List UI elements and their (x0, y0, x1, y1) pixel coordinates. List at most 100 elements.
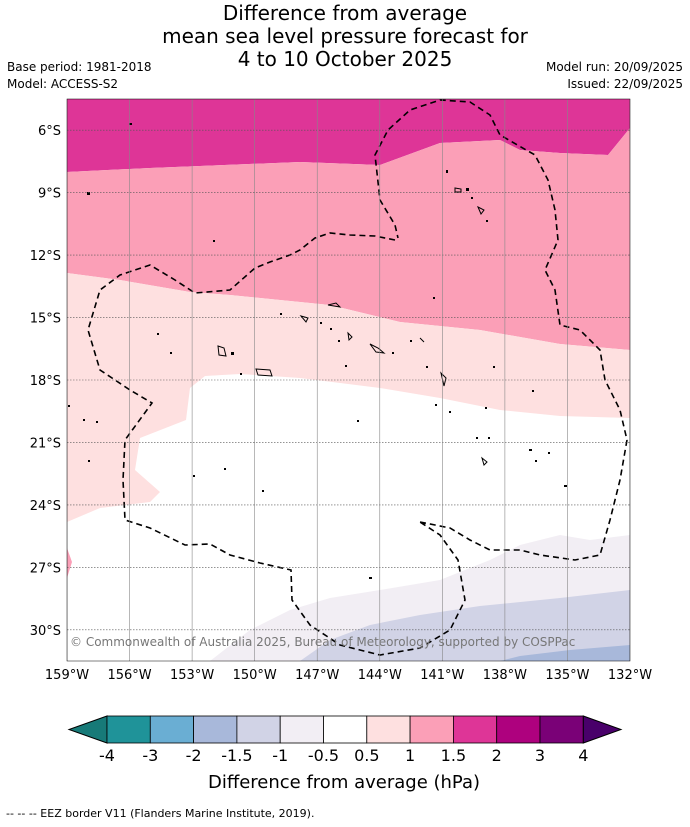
island-dot (213, 240, 215, 242)
island-dots (68, 123, 567, 579)
island-dot (262, 490, 264, 492)
lon-tick-label: 147°W (295, 668, 339, 683)
island-shape (419, 337, 425, 343)
island-dot (96, 421, 98, 423)
colorbar-title: Difference from average (hPa) (208, 772, 480, 793)
lon-tick-label: 132°W (608, 668, 652, 683)
colorbar-cell (149, 715, 195, 744)
map-plot-area: © Commonwealth of Australia 2025, Bureau… (67, 99, 630, 661)
lon-tick-label: 138°W (483, 668, 527, 683)
colorbar-cell (452, 715, 498, 744)
island-dot (488, 437, 490, 439)
title-line-3: 4 to 10 October 2025 (237, 47, 453, 71)
colorbar-tick-label: -2 (186, 746, 202, 765)
lat-tick-label: 18°S (30, 374, 61, 389)
map-figure: © Commonwealth of Australia 2025, Bureau… (30, 98, 652, 793)
colorbar-cell (279, 715, 324, 744)
chart-title: Difference from average mean sea level p… (0, 2, 690, 71)
island-dot (369, 577, 372, 579)
island-dot (485, 407, 487, 409)
island-dot (532, 390, 534, 392)
contour-fill-1-to-1-5 (67, 128, 630, 350)
island-dot (486, 220, 488, 222)
colorbar-tick-label: -3 (142, 746, 158, 765)
island-dot (433, 297, 435, 299)
island-shape (299, 315, 309, 323)
colorbar-high-arrow (582, 715, 623, 744)
island-dot (548, 452, 550, 454)
island-dot (224, 468, 226, 470)
colorbar-legend: -4 -3 -2 -1.5 -1 -0.5 0.5 1 1.5 2 3 4 Difference fr… (67, 715, 623, 793)
island-shape (481, 456, 488, 466)
island-dot (193, 475, 195, 477)
eez-border-line (87, 99, 628, 656)
lat-tick-label: 9°S (38, 187, 61, 202)
lat-tick-label: 15°S (30, 312, 61, 327)
plot-frame (66, 98, 631, 662)
island-dot (157, 333, 159, 335)
colorbar-tick-label: 3 (535, 746, 545, 765)
colorbar-tick-label: -4 (99, 746, 115, 765)
colorbar-cell (539, 715, 584, 744)
colorbar-cell (323, 715, 368, 744)
island-dot (231, 352, 234, 355)
model-run: Model run: 20/09/2025 (545, 60, 683, 74)
island-dot (564, 485, 567, 487)
island-shape (327, 302, 342, 308)
island-dot (426, 366, 428, 368)
lon-tick-label: 159°W (45, 668, 89, 683)
island-dot (83, 419, 85, 421)
lon-tick-label: 153°W (170, 668, 214, 683)
island-shape (347, 331, 353, 342)
eez-legend-note: -- -- -- EEZ border V11 (Flanders Marine… (6, 807, 315, 820)
colorbar-cells (67, 715, 623, 744)
island-dot (338, 340, 340, 342)
colorbar-cell (496, 715, 541, 744)
lat-tick-label: 24°S (30, 499, 61, 514)
colorbar-tick-label: 0.5 (354, 746, 379, 765)
island-dot (280, 313, 282, 315)
lon-tick-label: 150°W (233, 668, 277, 683)
lon-tick-label: 144°W (358, 668, 402, 683)
island-dot (449, 411, 451, 413)
title-line-2: mean sea level pressure forecast for (162, 24, 528, 48)
title-line-1: Difference from average (222, 1, 468, 25)
colorbar-tick-label: 1.5 (441, 746, 466, 765)
island-shape (454, 187, 462, 193)
longitude-tick-labels: 159°W 156°W 153°W 150°W 147°W 144°W 141°W 138°W… (45, 668, 652, 683)
lat-tick-label: 30°S (30, 624, 61, 639)
meta-right: Model run: 20/09/2025 Issued: 22/09/2025 (546, 59, 683, 93)
meta-left: Base period: 1981-2018 Model: ACCESS-S2 (7, 59, 152, 93)
colorbar-tick-label: -0.5 (308, 746, 339, 765)
colorbar-cell (193, 715, 238, 744)
issued-date: Issued: 22/09/2025 (567, 77, 683, 91)
island-dot (392, 352, 394, 354)
island-dot (87, 192, 90, 195)
island-dot (357, 420, 359, 422)
island-shape (255, 368, 273, 377)
lon-tick-label: 156°W (107, 668, 151, 683)
colorbar-cell (236, 715, 281, 744)
island-dot (170, 352, 172, 354)
lon-tick-label: 141°W (420, 668, 464, 683)
contour-fill-1-5-to-2 (67, 99, 630, 172)
lat-tick-label: 27°S (30, 561, 61, 576)
colorbar-labels: -4 -3 -2 -1.5 -1 -0.5 0.5 1 1.5 2 3 4 (99, 746, 588, 765)
latitude-tick-labels: 6°S 9°S 12°S 15°S 18°S 21°S 24°S 27°S 30°S (30, 124, 61, 639)
island-dot (535, 460, 537, 462)
grid-lines (67, 99, 630, 661)
island-dot (466, 188, 469, 191)
colorbar-tick-label: 2 (492, 746, 502, 765)
island-dot (410, 340, 412, 342)
island-dot (493, 366, 495, 368)
island-dot (345, 365, 347, 367)
contour-fill-edge-sliver (67, 548, 72, 578)
island-dot (129, 123, 132, 125)
island-dot (471, 197, 473, 199)
island-dot (88, 460, 90, 462)
island-shape (369, 343, 386, 354)
lat-tick-label: 12°S (30, 249, 61, 264)
copyright-notice: © Commonwealth of Australia 2025, Bureau… (70, 635, 575, 649)
island-dot (529, 449, 532, 451)
lat-tick-label: 6°S (38, 124, 61, 139)
